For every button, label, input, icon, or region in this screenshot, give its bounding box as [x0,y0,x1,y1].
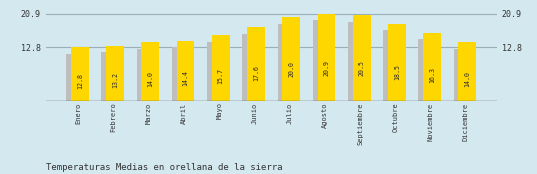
Text: 18.5: 18.5 [394,64,400,80]
Text: 16.3: 16.3 [429,67,435,83]
Bar [454,49,474,101]
Bar [212,35,230,101]
Bar [177,41,194,101]
Bar [172,47,192,101]
Bar [71,48,89,101]
Text: 14.0: 14.0 [147,71,153,87]
Bar [106,46,124,101]
Bar [353,15,371,101]
Text: 14.0: 14.0 [465,71,470,87]
Text: 12.8: 12.8 [77,73,83,89]
Bar [101,52,121,101]
Bar [207,42,227,101]
Text: Temperaturas Medias en orellana de la sierra: Temperaturas Medias en orellana de la si… [46,163,282,172]
Bar [66,54,86,101]
Bar [388,24,406,101]
Bar [317,14,335,101]
Bar [418,39,439,101]
Bar [242,34,263,101]
Bar [348,22,368,101]
Bar [282,17,300,101]
Bar [459,42,476,101]
Text: 15.7: 15.7 [217,68,224,84]
Bar [313,20,333,101]
Text: 20.9: 20.9 [323,60,329,76]
Text: 20.5: 20.5 [359,60,365,76]
Bar [278,24,298,101]
Bar [423,33,441,101]
Bar [383,30,403,101]
Text: 20.0: 20.0 [288,61,294,77]
Text: 17.6: 17.6 [253,65,259,81]
Text: 14.4: 14.4 [183,70,188,86]
Bar [141,42,159,101]
Text: 13.2: 13.2 [112,72,118,88]
Bar [136,49,157,101]
Bar [247,27,265,101]
